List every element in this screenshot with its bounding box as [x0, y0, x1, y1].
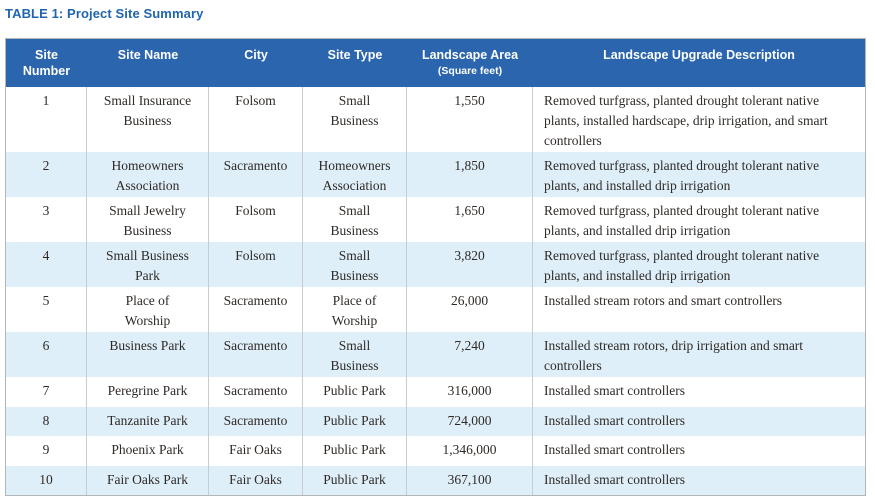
description-cell: Installed stream rotors and smart contro…	[533, 287, 865, 332]
header-landscape-area-label: Landscape Area	[421, 47, 519, 62]
table-row: 7 Peregrine Park Sacramento Public Park …	[6, 377, 865, 407]
landscape-area-cell: 7,240	[407, 332, 533, 377]
site-name-cell: Small Jewelry Business	[87, 197, 209, 242]
header-cell-city: City	[209, 39, 304, 87]
site-number-cell: 1	[6, 87, 87, 152]
site-type-cell: Public Park	[303, 406, 407, 436]
site-name-cell: Business Park	[87, 332, 209, 377]
landscape-area-cell: 724,000	[407, 406, 533, 436]
table-row: 4 Small Business Park Folsom Small Busin…	[6, 242, 865, 287]
site-name-cell: Homeowners Association	[87, 152, 209, 197]
site-type-cell: Homeowners Association	[303, 152, 407, 197]
project-site-summary-table: Site Number Site Name City Site Type Lan…	[5, 38, 866, 496]
description-cell: Installed smart controllers	[533, 377, 865, 407]
site-number-cell: 4	[6, 242, 87, 287]
site-type-cell: Public Park	[303, 465, 407, 495]
description-cell: Installed smart controllers	[533, 406, 865, 436]
city-cell: Sacramento	[209, 406, 303, 436]
site-name-cell: Tanzanite Park	[87, 406, 209, 436]
description-cell: Removed turfgrass, planted drought toler…	[533, 152, 865, 197]
site-number-cell: 3	[6, 197, 87, 242]
site-type-cell: Small Business	[303, 87, 407, 152]
landscape-area-cell: 1,650	[407, 197, 533, 242]
header-cell-description: Landscape Upgrade Description	[533, 39, 865, 87]
landscape-area-cell: 1,850	[407, 152, 533, 197]
table-row: 6 Business Park Sacramento Small Busines…	[6, 332, 865, 377]
site-type-cell: Public Park	[303, 377, 407, 407]
table-body: 1 Small Insurance Business Folsom Small …	[6, 87, 865, 495]
table-header: Site Number Site Name City Site Type Lan…	[6, 39, 865, 87]
site-type-cell: Small Business	[303, 197, 407, 242]
header-cell-site-type: Site Type	[303, 39, 408, 87]
description-cell: Removed turfgrass, planted drought toler…	[533, 87, 865, 152]
site-name-cell: Place of Worship	[87, 287, 209, 332]
landscape-area-cell: 3,820	[407, 242, 533, 287]
site-type-cell: Small Business	[303, 242, 407, 287]
description-cell: Removed turfgrass, planted drought toler…	[533, 242, 865, 287]
site-number-cell: 7	[6, 377, 87, 407]
landscape-area-cell: 316,000	[407, 377, 533, 407]
header-cell-site-name: Site Name	[87, 39, 210, 87]
table-title: TABLE 1: Project Site Summary	[5, 6, 204, 21]
site-number-cell: 5	[6, 287, 87, 332]
table-row: 9 Phoenix Park Fair Oaks Public Park 1,3…	[6, 436, 865, 466]
site-name-cell: Small Insurance Business	[87, 87, 209, 152]
city-cell: Folsom	[209, 242, 303, 287]
landscape-area-cell: 1,550	[407, 87, 533, 152]
site-type-cell: Public Park	[303, 436, 407, 466]
header-row: Site Number Site Name City Site Type Lan…	[6, 39, 865, 87]
landscape-area-cell: 367,100	[407, 465, 533, 495]
description-cell: Installed stream rotors, drip irrigation…	[533, 332, 865, 377]
city-cell: Sacramento	[209, 377, 303, 407]
city-cell: Sacramento	[209, 152, 303, 197]
site-number-cell: 6	[6, 332, 87, 377]
table-row: 1 Small Insurance Business Folsom Small …	[6, 87, 865, 152]
city-cell: Sacramento	[209, 332, 303, 377]
header-landscape-area-sublabel: (Square feet)	[437, 64, 503, 77]
site-name-cell: Fair Oaks Park	[87, 465, 209, 495]
city-cell: Folsom	[209, 197, 303, 242]
table-row: 2 Homeowners Association Sacramento Home…	[6, 152, 865, 197]
header-cell-site-number: Site Number	[6, 39, 88, 87]
site-type-cell: Place of Worship	[303, 287, 407, 332]
site-number-cell: 2	[6, 152, 87, 197]
table-row: 5 Place of Worship Sacramento Place of W…	[6, 287, 865, 332]
table-row: 8 Tanzanite Park Sacramento Public Park …	[6, 406, 865, 436]
landscape-area-cell: 1,346,000	[407, 436, 533, 466]
site-number-cell: 10	[6, 465, 87, 495]
city-cell: Fair Oaks	[209, 436, 303, 466]
landscape-area-cell: 26,000	[407, 287, 533, 332]
description-cell: Installed smart controllers	[533, 436, 865, 466]
description-cell: Removed turfgrass, planted drought toler…	[533, 197, 865, 242]
site-name-cell: Peregrine Park	[87, 377, 209, 407]
site-name-cell: Small Business Park	[87, 242, 209, 287]
site-number-cell: 9	[6, 436, 87, 466]
table-row: 3 Small Jewelry Business Folsom Small Bu…	[6, 197, 865, 242]
site-name-cell: Phoenix Park	[87, 436, 209, 466]
city-cell: Sacramento	[209, 287, 303, 332]
city-cell: Fair Oaks	[209, 465, 303, 495]
site-type-cell: Small Business	[303, 332, 407, 377]
header-cell-landscape-area: Landscape Area (Square feet)	[407, 39, 534, 87]
city-cell: Folsom	[209, 87, 303, 152]
description-cell: Installed smart controllers	[533, 465, 865, 495]
table-row: 10 Fair Oaks Park Fair Oaks Public Park …	[6, 465, 865, 495]
site-number-cell: 8	[6, 406, 87, 436]
